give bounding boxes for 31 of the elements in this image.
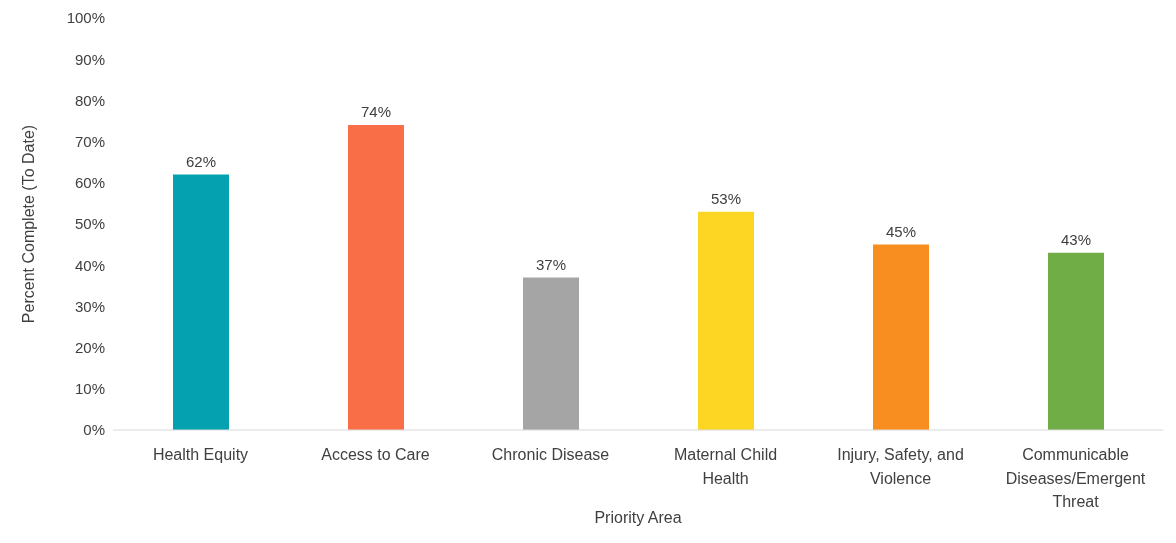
y-tick-label: 20% — [74, 338, 105, 356]
x-tick-label: Access to Care — [321, 446, 430, 464]
x-tick-label: Maternal Child Health — [673, 446, 778, 487]
y-tick-label: 60% — [74, 174, 105, 192]
bar — [523, 277, 579, 430]
x-axis-title: Priority Area — [594, 509, 682, 526]
x-tick-label: Health Equity — [152, 446, 249, 464]
data-label: 53% — [710, 189, 742, 207]
y-axis-title: Percent Complete (To Date) — [19, 124, 37, 324]
y-tick-label: 10% — [74, 380, 105, 398]
data-label: 45% — [885, 222, 917, 240]
y-tick-label: 100% — [66, 9, 105, 27]
data-label: 74% — [360, 103, 392, 121]
x-tick-label: Injury, Safety, and Violence — [837, 446, 964, 487]
bar — [173, 174, 229, 430]
bar — [1048, 252, 1104, 430]
y-tick-label: 0% — [83, 421, 105, 439]
bar — [873, 244, 929, 430]
y-tick-label: 40% — [74, 256, 105, 274]
x-tick-label: Communicable Diseases/Emergent Threat — [1005, 446, 1146, 510]
data-label: 43% — [1060, 230, 1092, 248]
x-tick-label: Chronic Disease — [491, 446, 610, 464]
bar — [348, 125, 404, 430]
y-tick-label: 90% — [74, 50, 105, 68]
data-label: 62% — [185, 152, 217, 170]
y-tick-label: 80% — [74, 91, 105, 109]
y-tick-label: 30% — [74, 297, 105, 315]
bar — [698, 211, 754, 430]
y-tick-label: 70% — [74, 132, 105, 150]
y-tick-label: 50% — [74, 215, 105, 233]
data-label: 37% — [535, 255, 567, 273]
